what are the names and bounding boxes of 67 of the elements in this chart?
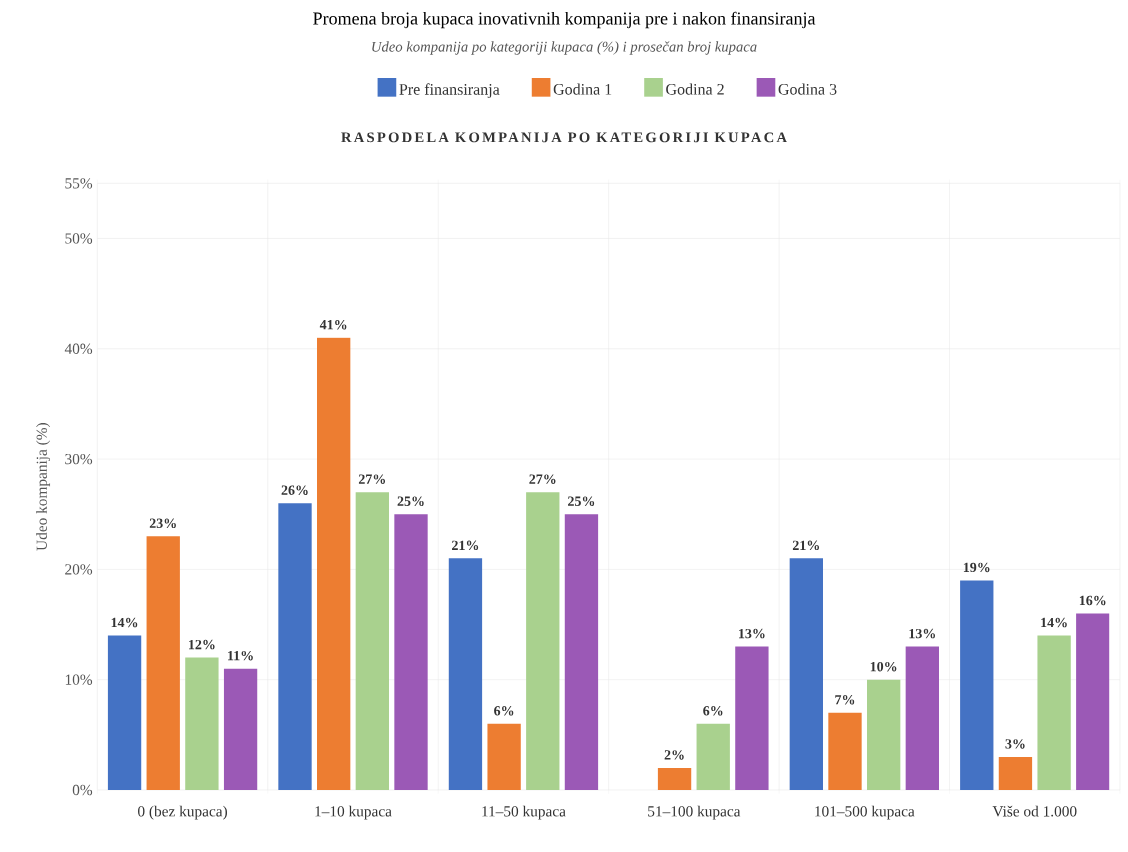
bar <box>394 514 428 790</box>
bar <box>185 657 219 790</box>
data-label: 27% <box>529 474 556 484</box>
bar <box>355 492 389 790</box>
legend-label: Pre finansiranja <box>399 83 500 99</box>
x-tick-label: 101–500 kupaca <box>815 805 915 820</box>
bar <box>1076 613 1110 790</box>
y-tick-label: 10% <box>65 674 93 685</box>
bar <box>564 514 599 790</box>
legend-label: Godina 3 <box>778 83 837 95</box>
data-label: 26% <box>281 485 308 495</box>
bar <box>657 767 692 790</box>
data-label: 25% <box>568 496 595 506</box>
bar <box>1037 635 1071 790</box>
bar <box>107 635 142 790</box>
data-label: 11% <box>228 650 253 661</box>
legend-label: Godina 2 <box>666 83 724 95</box>
y-tick-label: 40% <box>64 343 93 354</box>
bar <box>448 558 483 790</box>
data-label: 7% <box>835 695 855 705</box>
data-label: 23% <box>149 518 176 529</box>
text: RASPODELA KOMPANIJA PO KATEGORIJI KUPACA <box>341 132 787 143</box>
data-label: 16% <box>1079 595 1106 606</box>
y-tick-label: 0% <box>72 784 93 796</box>
data-label: 27% <box>358 474 386 484</box>
data-label: 3% <box>1005 739 1025 749</box>
bar <box>146 536 180 790</box>
data-label: 13% <box>909 628 935 639</box>
legend-label: Godina 1 <box>553 83 612 95</box>
y-axis-title: Udeo kompanija (%) <box>36 423 51 551</box>
y-tick-label: 20% <box>65 564 93 575</box>
bar <box>487 723 521 790</box>
data-label: 6% <box>494 706 514 716</box>
bar <box>223 668 258 790</box>
bar <box>828 712 862 790</box>
chart-subtitle: Udeo kompanija po kategoriji kupaca (%) i prosečan broj kupaca <box>372 41 757 55</box>
data-label: 14% <box>111 617 138 628</box>
data-label: 19% <box>963 562 990 573</box>
x-tick-label: Više od 1.000 <box>992 805 1077 817</box>
bar <box>789 558 823 790</box>
data-label: 10% <box>870 661 897 672</box>
data-label: 41% <box>319 319 347 330</box>
x-tick-label: 0 (bez kupaca) <box>138 805 227 820</box>
data-label: 21% <box>792 540 819 551</box>
data-label: 12% <box>189 639 215 650</box>
y-tick-label: 30% <box>65 453 93 465</box>
bar <box>867 679 901 790</box>
bar <box>735 646 769 790</box>
x-tick-label: 1–10 kupaca <box>315 805 392 820</box>
bar <box>960 580 994 790</box>
y-tick-label: 50% <box>65 233 93 244</box>
bar <box>317 337 351 790</box>
data-label: 13% <box>739 628 765 639</box>
y-tick-label: 55% <box>65 178 93 189</box>
bar <box>278 503 312 790</box>
bar <box>905 646 939 790</box>
data-label: 25% <box>397 496 424 506</box>
x-tick-label: 51–100 kupaca <box>648 805 741 820</box>
data-label: 6% <box>703 706 723 716</box>
data-label: 21% <box>452 540 479 551</box>
bar <box>998 756 1033 790</box>
bar <box>696 723 730 790</box>
bar <box>526 492 560 790</box>
chart-title: Promena broja kupaca inovativnih kompanija pre i nakon finansiranja <box>313 11 816 29</box>
data-label: 2% <box>664 750 684 760</box>
data-label: 14% <box>1041 617 1067 628</box>
x-tick-label: 11–50 kupaca <box>482 805 566 820</box>
